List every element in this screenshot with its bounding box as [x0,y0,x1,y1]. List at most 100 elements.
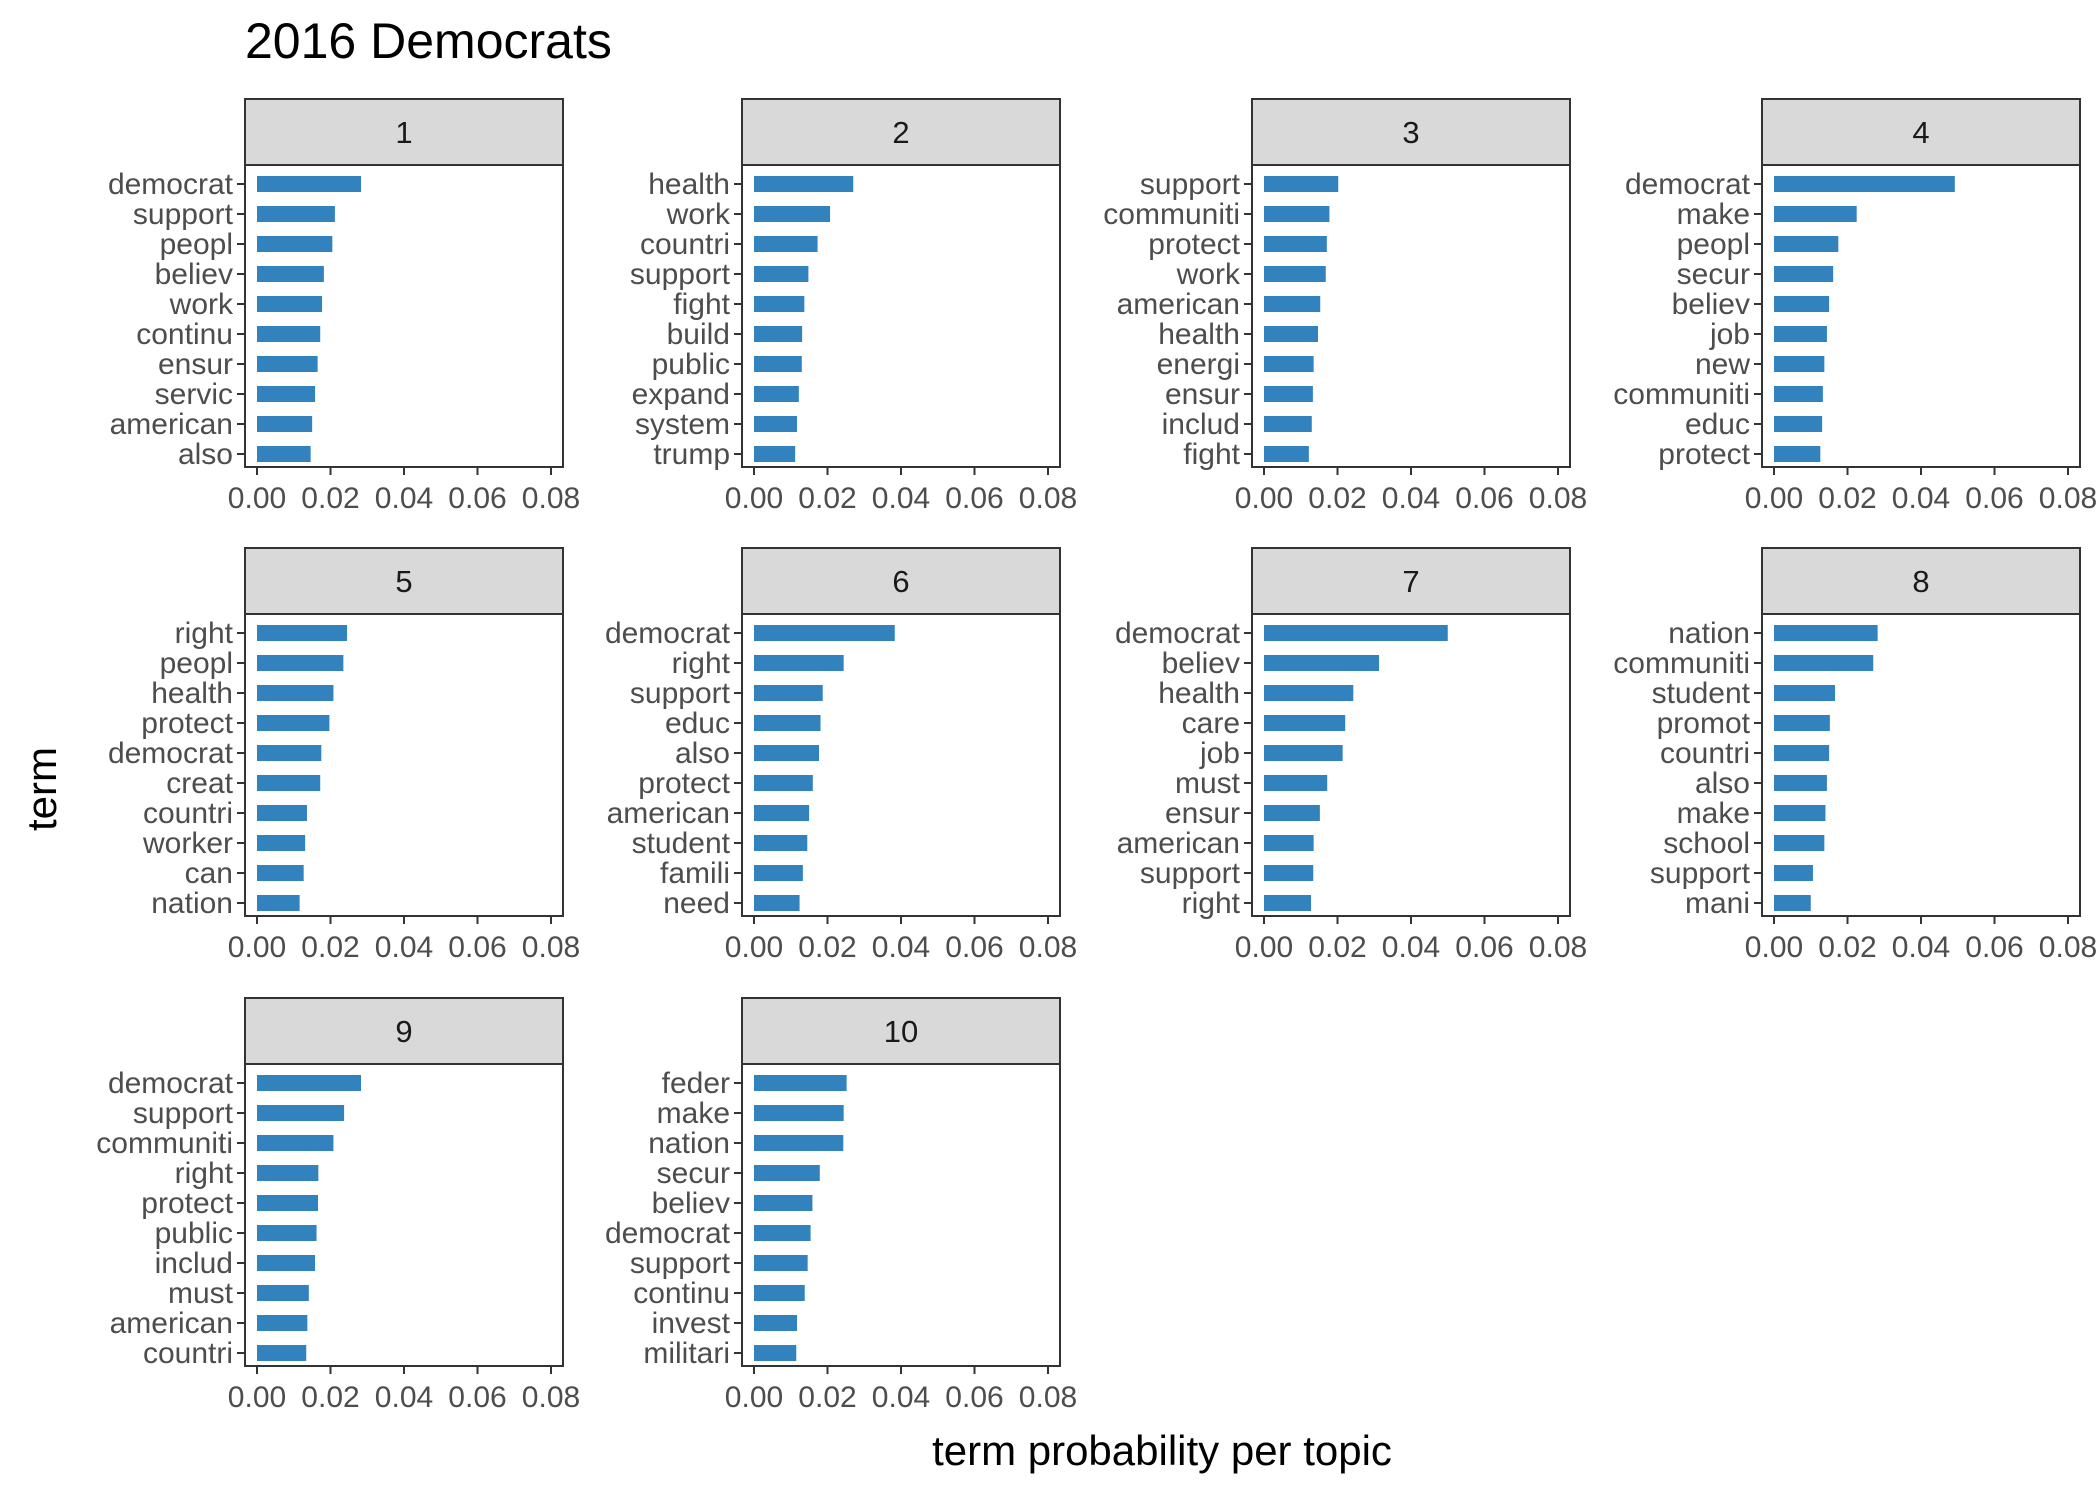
y-tick-label: right [175,1157,234,1190]
bar [754,236,818,252]
x-tick-label: 0.02 [1308,482,1366,515]
y-tick-label: public [155,1217,233,1250]
y-tick-label: support [1140,857,1241,890]
bar [257,1075,362,1091]
bar [754,1285,805,1301]
x-tick-label: 0.00 [228,931,286,964]
bar [257,1105,345,1121]
y-tick-label: promot [1657,707,1751,740]
x-tick-label: 0.06 [1965,482,2023,515]
y-tick-label: communiti [1613,378,1750,411]
y-tick-label: communiti [1613,647,1750,680]
y-tick-label: american [110,408,233,441]
bar [1774,296,1830,312]
x-tick-label: 0.08 [522,482,580,515]
bar [257,865,304,881]
facet-strip [244,547,564,615]
y-tick-label: educ [665,707,730,740]
y-tick-label: protect [141,707,233,740]
facet-strip [244,997,564,1065]
bar [754,775,813,791]
bar [1264,865,1314,881]
y-tick-label: also [675,737,730,770]
x-tick-label: 0.02 [798,482,856,515]
y-tick-label: can [185,857,233,890]
y-tick-label: fight [673,288,730,321]
facet-strip-label: 1 [395,115,412,150]
bar [1774,655,1874,671]
x-tick-label: 0.00 [1235,482,1293,515]
bar [754,1195,813,1211]
y-tick-label: countri [640,228,730,261]
bar [257,685,334,701]
y-tick-label: countri [1660,737,1750,770]
y-tick-label: also [178,438,233,471]
y-tick-label: student [632,827,731,860]
x-tick-label: 0.06 [945,482,1003,515]
y-tick-label: protect [638,767,730,800]
x-tick-label: 0.00 [725,1381,783,1414]
facet-panel-6: 6 democratrightsupporteducalsoprotectamer… [605,547,1077,964]
facet-panel-1: 1 democratsupportpeoplbelievworkcontinuen… [108,98,580,515]
y-tick-label: health [1158,677,1240,710]
bar [1264,685,1354,701]
facet-panel-7: 7 democratbelievhealthcarejobmustensurame… [1115,547,1587,964]
bar [257,1255,316,1271]
bar [257,805,307,821]
x-tick-label: 0.02 [1818,482,1876,515]
bar [754,655,844,671]
x-tick-label: 0.02 [301,1381,359,1414]
y-tick-label: also [1695,767,1750,800]
x-tick-label: 0.06 [448,931,506,964]
bar [257,266,324,282]
y-tick-label: health [648,168,730,201]
bar [1264,446,1309,462]
bar [1264,895,1312,911]
bar [1774,266,1834,282]
x-tick-label: 0.00 [1235,931,1293,964]
facet-strip-label: 3 [1402,115,1419,150]
bar [257,745,322,761]
bar [754,1075,847,1091]
facet-strip-label: 10 [884,1014,918,1049]
x-tick-label: 0.08 [522,931,580,964]
facet-strip [244,98,564,166]
y-tick-label: democrat [1115,617,1241,650]
y-tick-label: work [1176,258,1241,291]
y-tick-label: school [1663,827,1750,860]
facet-strip [1251,98,1571,166]
x-tick-label: 0.04 [872,482,930,515]
bar [1264,835,1314,851]
bar [257,1165,319,1181]
bar [1774,236,1839,252]
chart-title: 2016 Democrats [245,13,612,69]
bar [754,1315,797,1331]
y-tick-label: secur [657,1157,730,1190]
facet-strip-label: 8 [1912,564,1929,599]
y-tick-label: educ [1685,408,1750,441]
y-tick-label: need [663,887,730,920]
bar [754,176,854,192]
facet-strip-label: 4 [1912,115,1929,150]
y-tick-label: protect [1658,438,1750,471]
x-tick-label: 0.00 [725,482,783,515]
y-tick-label: democrat [605,617,731,650]
bar [257,416,313,432]
bar [754,1135,844,1151]
y-tick-label: democrat [1625,168,1751,201]
y-tick-label: countri [143,1337,233,1370]
y-tick-label: famili [660,857,730,890]
y-tick-label: job [1709,318,1750,351]
y-tick-label: work [666,198,731,231]
x-tick-label: 0.04 [872,931,930,964]
bar [1264,236,1327,252]
y-tick-label: democrat [108,737,234,770]
x-tick-label: 0.08 [2039,482,2097,515]
y-tick-label: includ [1162,408,1240,441]
bar [754,805,810,821]
y-tick-label: health [1158,318,1240,351]
y-tick-label: must [1175,767,1241,800]
y-tick-label: feder [662,1067,730,1100]
y-tick-label: student [1652,677,1751,710]
